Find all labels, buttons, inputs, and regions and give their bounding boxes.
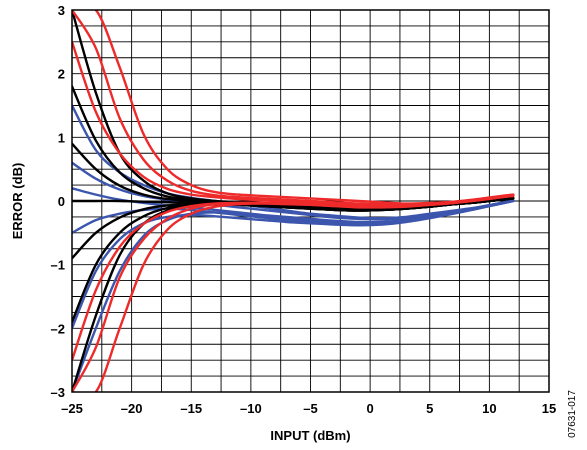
- x-tick-label: –20: [121, 401, 143, 416]
- x-tick-label: –15: [180, 401, 202, 416]
- plot-frame: [71, 9, 550, 393]
- x-tick-label: 10: [482, 401, 496, 416]
- x-axis-label: INPUT (dBm): [270, 428, 350, 443]
- y-tick-label: –2: [51, 321, 65, 336]
- series-line-red-18: [72, 194, 515, 392]
- y-tick-label: 0: [58, 194, 65, 209]
- y-tick-labels: –3 –2 –1 0 1 2 3: [51, 3, 65, 400]
- x-tick-label: 15: [542, 401, 556, 416]
- series-lines: [72, 10, 515, 392]
- x-tick-label: 5: [426, 401, 433, 416]
- y-tick-label: –1: [51, 258, 65, 273]
- y-tick-label: –3: [51, 385, 65, 400]
- y-tick-label: 3: [58, 3, 65, 18]
- x-tick-label: –25: [61, 401, 83, 416]
- x-tick-labels: –25 –20 –15 –10 –5 0 5 10 15: [61, 401, 556, 416]
- y-tick-label: 2: [58, 67, 65, 82]
- x-tick-label: –5: [303, 401, 317, 416]
- series-line-black-7: [72, 85, 515, 211]
- series-line-blue-5: [72, 199, 515, 392]
- figure-code: 07631-017: [567, 390, 578, 438]
- y-tick-label: 1: [58, 130, 65, 145]
- series-line-blue-0: [72, 104, 515, 220]
- series-line-black-6: [72, 10, 515, 211]
- x-tick-label: –10: [240, 401, 262, 416]
- x-tick-label: 0: [367, 401, 374, 416]
- y-axis-label: ERROR (dB): [10, 163, 25, 240]
